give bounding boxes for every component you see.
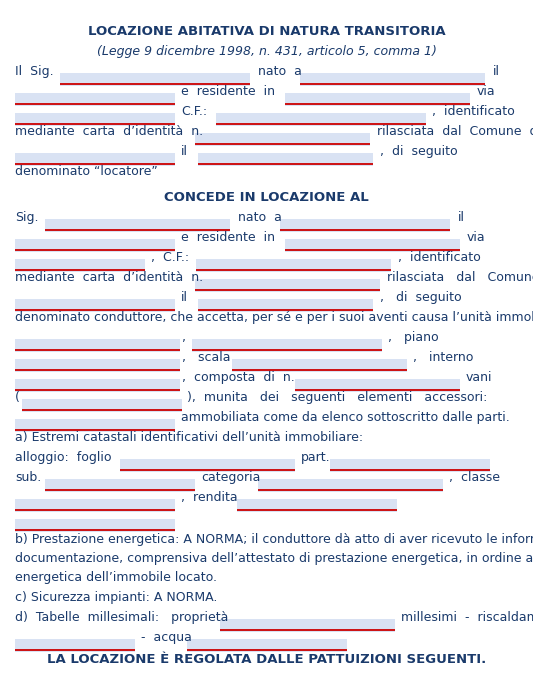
Text: ,   scala: , scala bbox=[182, 351, 230, 364]
Bar bbox=[45, 219, 230, 232]
Text: ,  identificato: , identificato bbox=[432, 105, 515, 118]
Bar bbox=[280, 219, 450, 232]
Text: denominato “locatore”: denominato “locatore” bbox=[15, 165, 158, 178]
Bar bbox=[15, 93, 175, 105]
Text: ,   interno: , interno bbox=[413, 351, 473, 364]
Bar bbox=[15, 379, 180, 391]
Text: ,  rendita: , rendita bbox=[181, 491, 238, 504]
Text: c) Sicurezza impianti: A NORMA.: c) Sicurezza impianti: A NORMA. bbox=[15, 591, 217, 604]
Text: nato  a: nato a bbox=[258, 65, 302, 78]
Bar bbox=[196, 259, 391, 272]
Text: nato  a: nato a bbox=[238, 211, 282, 224]
Text: mediante  carta  d’identità  n.: mediante carta d’identità n. bbox=[15, 125, 203, 138]
Bar bbox=[220, 619, 395, 631]
Bar bbox=[15, 359, 180, 372]
Bar bbox=[330, 459, 490, 472]
Bar bbox=[232, 359, 407, 372]
Text: a) Estremi catastali identificativi dell’unità immobiliare:: a) Estremi catastali identificativi dell… bbox=[15, 431, 363, 444]
Text: il: il bbox=[493, 65, 500, 78]
Text: denominato conduttore, che accetta, per sé e per i suoi aventi causa l’unità imm: denominato conduttore, che accetta, per … bbox=[15, 311, 533, 324]
Bar bbox=[195, 133, 370, 146]
Text: vani: vani bbox=[466, 371, 492, 384]
Text: (Legge 9 dicembre 1998, n. 431, articolo 5, comma 1): (Legge 9 dicembre 1998, n. 431, articolo… bbox=[96, 45, 437, 58]
Bar bbox=[195, 279, 380, 292]
Bar bbox=[187, 639, 347, 652]
Bar bbox=[295, 379, 460, 391]
Bar bbox=[285, 93, 470, 105]
Bar bbox=[60, 73, 250, 86]
Text: ,: , bbox=[182, 331, 186, 344]
Text: part.: part. bbox=[301, 451, 330, 464]
Text: C.F.:: C.F.: bbox=[181, 105, 207, 118]
Bar bbox=[45, 479, 195, 491]
Text: d)  Tabelle  millesimali:   proprietà: d) Tabelle millesimali: proprietà bbox=[15, 611, 228, 624]
Bar bbox=[15, 639, 135, 652]
Text: mediante  carta  d’identità  n.: mediante carta d’identità n. bbox=[15, 271, 203, 284]
Text: ,   di  seguito: , di seguito bbox=[380, 291, 462, 304]
Bar bbox=[15, 419, 175, 432]
Text: ,  di  seguito: , di seguito bbox=[380, 145, 458, 158]
Bar bbox=[15, 299, 175, 312]
Text: ammobiliata come da elenco sottoscritto dalle parti.: ammobiliata come da elenco sottoscritto … bbox=[181, 411, 510, 424]
Bar bbox=[15, 239, 175, 251]
Bar bbox=[198, 299, 373, 312]
Bar bbox=[15, 259, 145, 272]
Bar bbox=[15, 153, 175, 166]
Text: rilasciata   dal   Comune  di: rilasciata dal Comune di bbox=[387, 271, 533, 284]
Text: Sig.: Sig. bbox=[15, 211, 38, 224]
Text: ),  munita   dei   seguenti   elementi   accessori:: ), munita dei seguenti elementi accessor… bbox=[187, 391, 487, 404]
Bar bbox=[120, 459, 295, 472]
Bar bbox=[216, 113, 426, 126]
Text: categoria: categoria bbox=[201, 471, 261, 484]
Bar bbox=[258, 479, 443, 491]
Text: ,   piano: , piano bbox=[388, 331, 439, 344]
Text: ,  C.F.:: , C.F.: bbox=[151, 251, 189, 264]
Text: Il  Sig.: Il Sig. bbox=[15, 65, 54, 78]
Bar bbox=[192, 339, 382, 352]
Text: LOCAZIONE ABITATIVA DI NATURA TRANSITORIA: LOCAZIONE ABITATIVA DI NATURA TRANSITORI… bbox=[88, 25, 445, 38]
Bar bbox=[15, 113, 175, 126]
Bar bbox=[15, 519, 175, 532]
Text: e  residente  in: e residente in bbox=[181, 85, 275, 98]
Bar bbox=[22, 399, 182, 412]
Text: -  acqua: - acqua bbox=[141, 631, 192, 644]
Bar bbox=[15, 339, 180, 352]
Text: documentazione, comprensiva dell’attestato di prestazione energetica, in ordine : documentazione, comprensiva dell’attesta… bbox=[15, 552, 533, 565]
Text: e  residente  in: e residente in bbox=[181, 231, 275, 244]
Bar bbox=[15, 499, 175, 512]
Text: (: ( bbox=[15, 391, 20, 404]
Text: alloggio:  foglio: alloggio: foglio bbox=[15, 451, 111, 464]
Text: il: il bbox=[181, 291, 188, 304]
Bar bbox=[300, 73, 485, 86]
Text: rilasciata  dal  Comune  di: rilasciata dal Comune di bbox=[377, 125, 533, 138]
Text: sub.: sub. bbox=[15, 471, 41, 484]
Text: ,  identificato: , identificato bbox=[398, 251, 481, 264]
Text: il: il bbox=[181, 145, 188, 158]
Bar bbox=[237, 499, 397, 512]
Bar bbox=[285, 239, 460, 251]
Text: il: il bbox=[458, 211, 465, 224]
Text: millesimi  -  riscaldamento: millesimi - riscaldamento bbox=[401, 611, 533, 624]
Text: ,  composta  di  n.: , composta di n. bbox=[182, 371, 295, 384]
Text: via: via bbox=[477, 85, 496, 98]
Bar bbox=[198, 153, 373, 166]
Text: ,  classe: , classe bbox=[449, 471, 500, 484]
Text: b) Prestazione energetica: A NORMA; il conduttore dà atto di aver ricevuto le in: b) Prestazione energetica: A NORMA; il c… bbox=[15, 533, 533, 546]
Text: CONCEDE IN LOCAZIONE AL: CONCEDE IN LOCAZIONE AL bbox=[164, 191, 369, 204]
Text: LA LOCAZIONE È REGOLATA DALLE PATTUIZIONI SEGUENTI.: LA LOCAZIONE È REGOLATA DALLE PATTUIZION… bbox=[47, 653, 486, 666]
Text: via: via bbox=[467, 231, 486, 244]
Text: energetica dell’immobile locato.: energetica dell’immobile locato. bbox=[15, 571, 217, 584]
